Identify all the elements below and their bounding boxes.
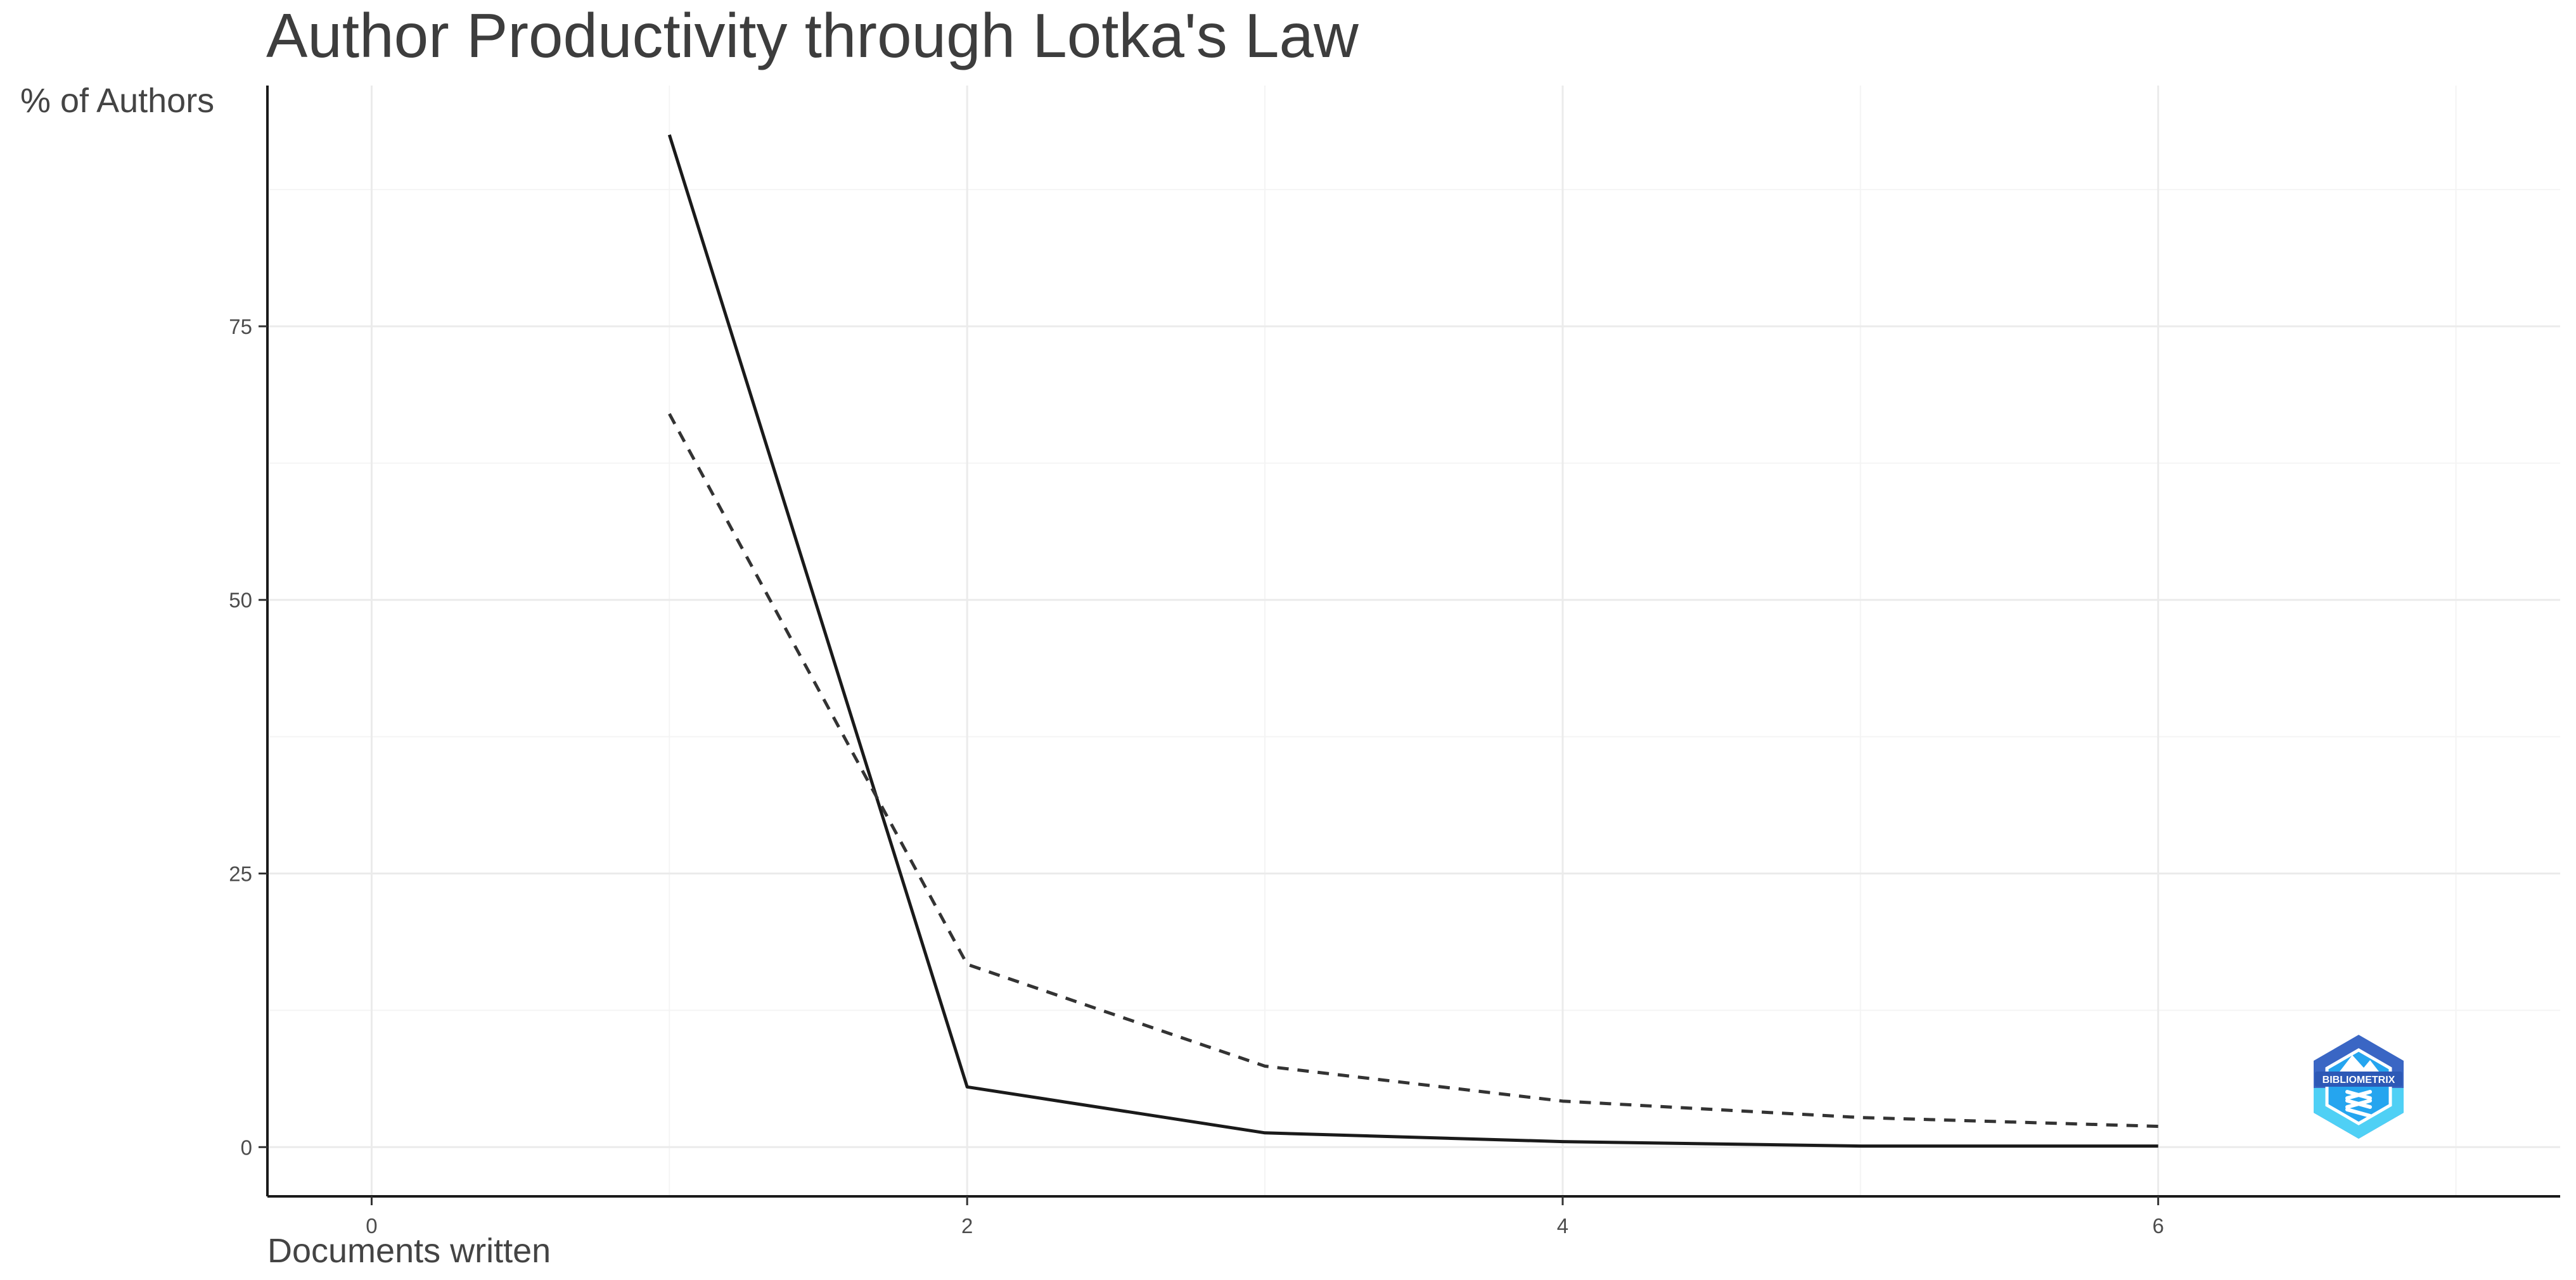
- label-layer: Author Productivity through Lotka's Law …: [20, 1, 1359, 1270]
- grid-layer: [267, 86, 2560, 1196]
- x-tick-label: 0: [366, 1214, 377, 1238]
- y-tick-label: 0: [241, 1136, 252, 1159]
- theoretical-series-line: [668, 413, 2158, 1128]
- x-tick-label: 6: [2152, 1214, 2163, 1238]
- y-tick-label: 50: [229, 589, 252, 612]
- chart-title: Author Productivity through Lotka's Law: [266, 1, 1359, 70]
- x-tick-label: 2: [961, 1214, 973, 1238]
- y-tick-label: 25: [229, 862, 252, 886]
- x-axis-title: Documents written: [267, 1232, 551, 1270]
- x-tick-label: 4: [1557, 1214, 1568, 1238]
- logo-helix-icon: [2345, 1090, 2372, 1118]
- logo-banner: [2315, 1072, 2402, 1087]
- series-layer: [667, 134, 2158, 1148]
- bibliometrix-logo: BIBLIOMETRIX: [2314, 1035, 2404, 1139]
- observed-series-line: [667, 134, 2158, 1148]
- y-tick-label: 75: [229, 315, 252, 338]
- y-axis-title: % of Authors: [20, 82, 214, 120]
- logo-text: BIBLIOMETRIX: [2323, 1075, 2395, 1085]
- logo-mountain-icon: [2340, 1055, 2379, 1072]
- axis-layer: 0 2 4 6 0 25 50 75: [229, 86, 2560, 1238]
